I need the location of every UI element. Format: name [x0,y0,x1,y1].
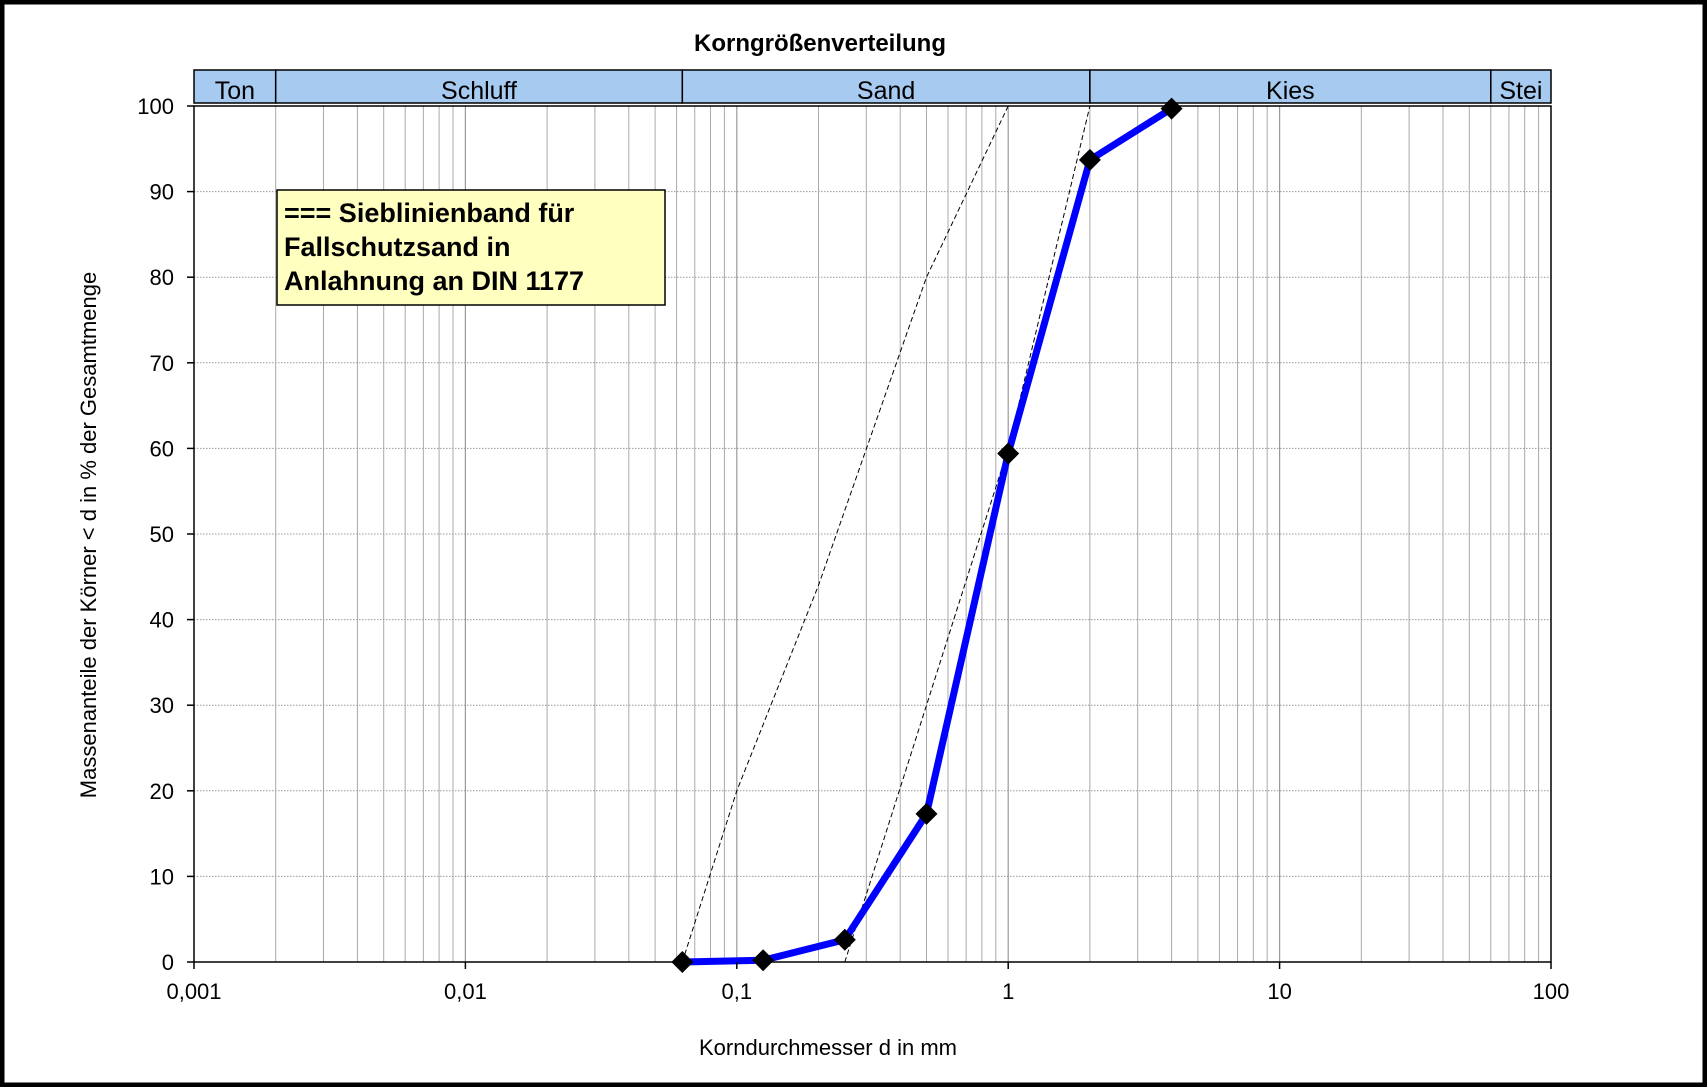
y-tick-label: 90 [150,180,174,205]
y-tick-label: 10 [150,864,174,889]
y-tick-label: 50 [150,522,174,547]
annotation-text: === Sieblinienband für Fallschutzsand in A… [284,198,584,296]
y-axis-ticks: 0 10 20 30 40 50 60 70 80 90 100 [137,94,194,975]
x-tick-label: 0,01 [444,979,487,1004]
zone-stei [1490,69,1552,104]
soil-zone-band: Ton Schluff Sand Kies Stei [193,69,1552,105]
chart-title: Korngrößenverteilung [694,30,946,57]
y-tick-label: 30 [150,693,174,718]
y-tick-label: 60 [150,436,174,461]
data-point [752,949,775,972]
zone-kies [1089,69,1492,104]
x-tick-label: 0,1 [722,979,753,1004]
data-point [833,928,856,951]
data-point [671,951,694,973]
grading-curve [671,97,1183,973]
x-tick-label: 0,001 [166,979,221,1004]
grading-band [681,105,1091,963]
x-tick-label: 100 [1533,979,1570,1004]
data-point [1160,97,1183,120]
x-axis-ticks: 0,001 0,01 0,1 1 10 100 [166,962,1569,1004]
data-point [1078,148,1101,171]
x-tick-label: 10 [1267,979,1291,1004]
zone-label-sand: Sand [857,77,915,105]
zone-label-kies: Kies [1266,77,1315,105]
annotation-box: === Sieblinienband für Fallschutzsand in A… [276,189,666,306]
y-tick-label: 80 [150,265,174,290]
grid [194,105,1551,962]
band-line [844,105,1091,963]
data-point [997,442,1020,465]
y-tick-label: 100 [137,94,174,119]
zone-label-ton: Ton [215,77,255,105]
zone-schluff [274,69,684,104]
zone-label-stei: Stei [1499,77,1542,105]
y-tick-label: 40 [150,608,174,633]
band-line [681,105,1009,963]
annotation-background [276,189,666,306]
y-tick-label: 20 [150,779,174,804]
zone-ton [193,69,277,104]
zone-label-schluff: Schluff [441,77,517,105]
y-tick-label: 0 [162,950,174,975]
x-tick-label: 1 [1002,979,1014,1004]
y-tick-label: 70 [150,351,174,376]
x-axis-label: Korndurchmesser d in mm [699,1035,957,1060]
y-axis-label: Massenanteile der Körner < d in % der Ge… [76,272,101,798]
data-point [915,802,938,825]
